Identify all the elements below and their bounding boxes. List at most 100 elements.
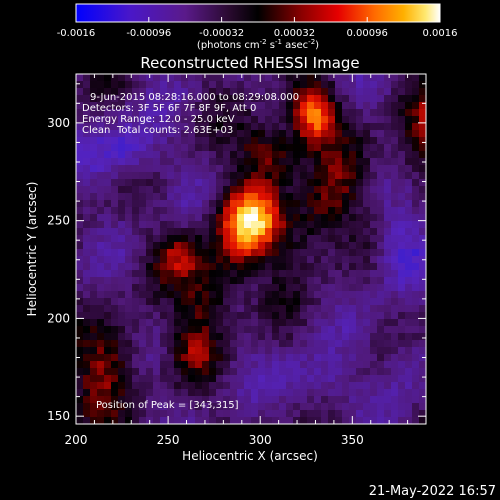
heatmap-cell [132,74,140,82]
heatmap-cell [111,235,119,243]
heatmap-cell [412,298,420,306]
heatmap-cell [160,151,168,159]
heatmap-cell [111,340,119,348]
heatmap-cell [279,235,287,243]
heatmap-cell [265,123,273,131]
heatmap-cell [223,130,231,138]
heatmap-cell [111,347,119,355]
heatmap-cell [412,95,420,103]
heatmap-cell [244,242,252,250]
heatmap-cell [412,354,420,362]
heatmap-cell [97,228,105,236]
heatmap-cell [405,228,413,236]
heatmap-cell [125,186,133,194]
heatmap-cell [391,95,399,103]
heatmap-cell [300,235,308,243]
heatmap-cell [356,305,364,313]
heatmap-cell [153,291,161,299]
heatmap-cell [111,291,119,299]
heatmap-cell [335,214,343,222]
heatmap-cell [370,340,378,348]
heatmap-cell [188,319,196,327]
heatmap-cell [111,256,119,264]
heatmap-cell [356,263,364,271]
heatmap-cell [209,165,217,173]
heatmap-cell [223,242,231,250]
heatmap-cell [293,214,301,222]
heatmap-cell [265,277,273,285]
heatmap-cell [307,375,315,383]
heatmap-cell [405,102,413,110]
heatmap-cell [167,235,175,243]
heatmap-cell [335,221,343,229]
heatmap-cell [412,389,420,397]
heatmap-cell [216,354,224,362]
heatmap-cell [230,417,238,424]
heatmap-cell [412,410,420,418]
heatmap-cell [76,368,84,376]
heatmap-cell [349,410,357,418]
heatmap-cell [342,347,350,355]
heatmap-cell [321,165,329,173]
heatmap-cell [356,340,364,348]
heatmap-cell [293,347,301,355]
heatmap-cell [202,347,210,355]
heatmap-cell [314,340,322,348]
heatmap-cell [237,200,245,208]
heatmap-cell [251,88,259,96]
heatmap-cell [356,158,364,166]
heatmap-cell [76,228,84,236]
heatmap-cell [230,207,238,215]
heatmap-cell [90,116,98,124]
heatmap-cell [118,382,126,390]
heatmap-cell [202,179,210,187]
heatmap-cell [391,354,399,362]
heatmap-cell [188,214,196,222]
colorbar-tick-label: 0.00096 [347,28,388,39]
heatmap-cell [314,109,322,117]
heatmap-cell [300,193,308,201]
heatmap-cell [391,396,399,404]
heatmap-cell [349,214,357,222]
heatmap-cell [384,256,392,264]
heatmap-cell [251,123,259,131]
heatmap-cell [209,389,217,397]
heatmap-cell [307,396,315,404]
heatmap-cell [272,347,280,355]
heatmap-cell [328,389,336,397]
heatmap-cell [237,123,245,131]
heatmap-cell [244,81,252,89]
colorbar-gradient [75,3,441,23]
heatmap-cell [237,256,245,264]
heatmap-cell [398,88,406,96]
heatmap-cell [300,368,308,376]
heatmap-cell [118,263,126,271]
heatmap-cell [209,333,217,341]
heatmap-cell [398,382,406,390]
heatmap-cell [195,123,203,131]
heatmap-cell [412,263,420,271]
heatmap-cell [230,396,238,404]
heatmap-cell [90,137,98,145]
heatmap-cell [132,326,140,334]
heatmap-cell [118,396,126,404]
heatmap-cell [349,228,357,236]
heatmap-cell [76,144,84,152]
heatmap-cell [118,186,126,194]
heatmap-cell [307,417,315,424]
heatmap-cell [90,410,98,418]
heatmap-cell [300,179,308,187]
heatmap-cell [188,291,196,299]
heatmap-cell [104,340,112,348]
heatmap-cell [111,361,119,369]
heatmap-cell [384,347,392,355]
heatmap-cell [384,291,392,299]
heatmap-cell [286,403,294,411]
heatmap-cell [146,347,154,355]
heatmap-cell [118,172,126,180]
heatmap-cell [97,249,105,257]
heatmap-cell [342,312,350,320]
heatmap-cell [195,242,203,250]
heatmap-cell [76,186,84,194]
heatmap-cell [307,200,315,208]
